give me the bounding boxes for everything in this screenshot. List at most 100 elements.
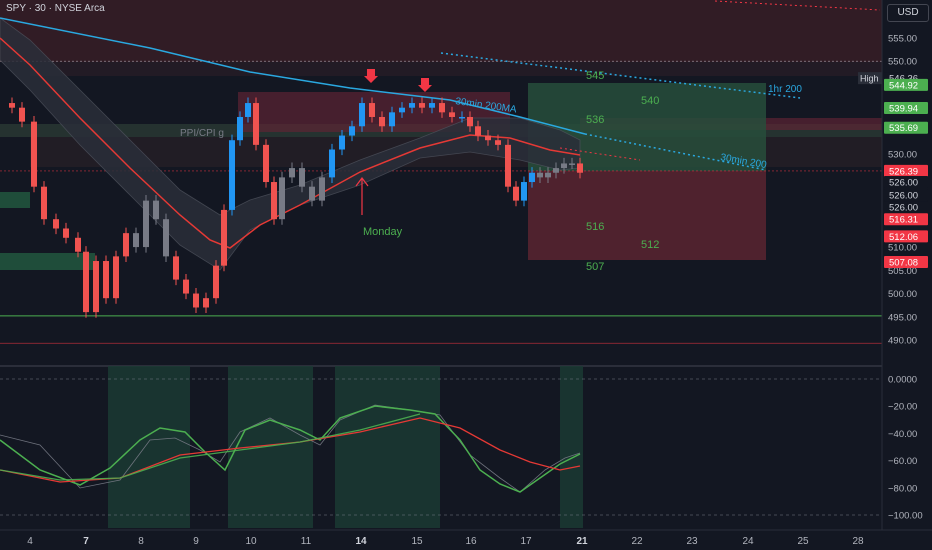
candle-body [449,112,455,117]
ema-red-line [0,37,581,249]
osc-tick-label: −100.00 [888,511,923,522]
price-tag-bg [884,121,928,134]
high-label: High [860,74,879,84]
candle-body [339,135,345,150]
time-label-24: 24 [742,536,754,547]
osc-tick-label: −20.00 [888,402,917,413]
price-tag-label: 516.31 [889,215,918,226]
candle-body [263,144,269,183]
time-label-9: 9 [193,536,199,547]
hr200-label: 1hr 200 [768,84,802,95]
candle-body [113,256,119,299]
resistance-zone-top [0,0,882,62]
level-label-545: 545 [586,70,604,82]
candle-body [9,103,15,108]
candle-body [399,107,405,113]
candle-body [359,103,365,127]
time-label-17: 17 [520,536,532,547]
candle-body [153,200,159,220]
price-tag-bg [884,176,928,189]
level-label-507: 507 [586,261,604,273]
time-label-16: 16 [465,536,477,547]
price-tag-label: 507.08 [889,257,918,268]
candle-body [369,103,375,117]
price-tag-bg [884,101,928,114]
candle-body [83,251,89,313]
candle-body [329,149,335,178]
candle-body [459,116,465,119]
candle-body [103,261,109,299]
level-label-512: 512 [641,239,659,251]
candle-body [577,163,583,173]
time-label-10: 10 [245,536,257,547]
resistance-zone-band [30,62,882,76]
candle-body [439,103,445,113]
osc-highlight-0 [108,366,190,528]
candle-body [19,107,25,122]
stop-zone [528,171,766,260]
ma200-blue-line [0,17,586,135]
candle-body [203,298,209,308]
osc-highlight-2 [335,366,440,528]
candle-body [53,219,59,229]
price-axis-bg [882,0,932,550]
candle-body [253,103,259,145]
monday-label: Monday [363,226,403,238]
candle-body [319,177,325,201]
price-tag-bg [884,230,928,243]
time-label-7: 7 [83,536,89,547]
time-label-25: 25 [797,536,809,547]
price-tag-bg [884,201,928,214]
candle-body [93,261,99,313]
osc-tick-label: −40.00 [888,429,917,440]
candle-body [537,172,543,178]
candle-body [221,209,227,266]
price-tick-label: 505.00 [888,266,917,277]
candle-body [279,177,285,220]
price-tag-label: 535.69 [889,123,918,134]
price-tick-label: 500.00 [888,289,917,300]
candle-body [123,233,129,257]
price-tag-label: 539.94 [889,103,918,114]
candle-body [529,172,535,183]
candle-body [475,126,481,136]
price-tag-label: 544.92 [889,80,918,91]
price-tick-label: 530.00 [888,150,917,161]
candle-body [271,182,277,220]
ppi-cpi-label: PPI/CPI g [180,128,224,139]
price-tag-label: 526.39 [889,166,918,177]
ma200-projection [584,133,767,171]
time-label-14: 14 [355,536,367,547]
level-label-540: 540 [641,95,659,107]
hr200-projection [440,52,801,99]
price-tick-label: 550.00 [888,57,917,68]
price-tick-label: 510.00 [888,243,917,254]
candles [9,97,583,318]
price-tag-bg [884,255,928,268]
monday-arrow [355,177,369,215]
left-green-zone-b [0,253,95,270]
symbol-header[interactable]: SPY · 30 · NYSE Arca [6,3,105,14]
candle-body [467,116,473,127]
price-tag-bg [884,189,928,202]
candle-body [495,140,501,145]
candle-body [289,168,295,178]
candle-body [553,168,559,173]
level-label-536: 536 [586,114,604,126]
price-tag-prefix-bg [858,72,882,85]
candle-body [213,265,219,299]
candle-body [237,116,243,141]
candle-body [505,144,511,187]
candle-body [299,168,305,187]
osc-tick-label: −60.00 [888,456,917,467]
currency-button[interactable]: USD [887,4,929,22]
candle-body [379,116,385,127]
candle-body [569,163,575,165]
candle-body [521,182,527,201]
time-label-21: 21 [576,536,588,547]
candle-body [409,103,415,108]
candle-body [183,279,189,294]
down-arrow-1 [364,69,378,83]
osc-slow-green-line [0,413,421,481]
